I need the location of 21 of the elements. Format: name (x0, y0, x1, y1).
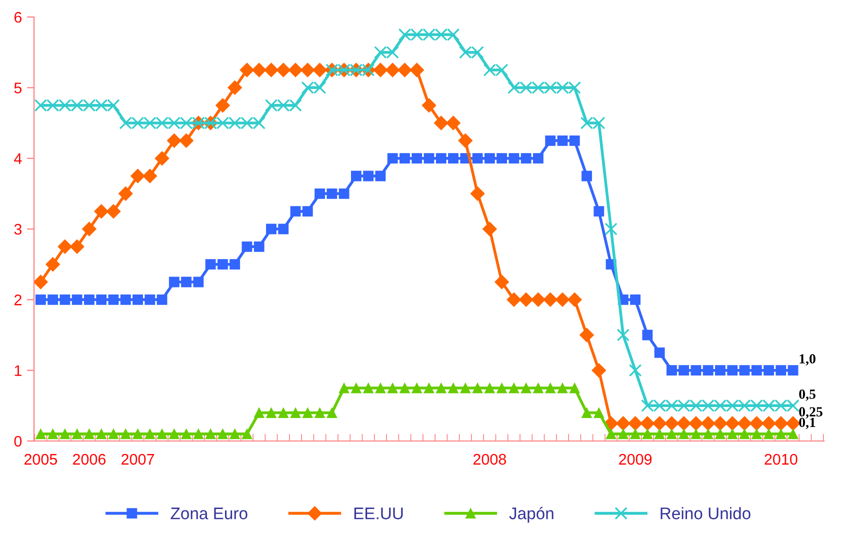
annotation: 0,5 (799, 389, 816, 401)
x-tick-label: 2006 (72, 454, 106, 465)
y-tick-label: 6 (14, 12, 22, 23)
y-tick-label: 1 (14, 365, 22, 376)
y-tick-label: 0 (14, 436, 22, 447)
y-tick-label: 5 (14, 82, 22, 94)
x-tick-label: 2008 (473, 454, 506, 465)
y-tick-label: 3 (14, 224, 22, 235)
annotation: 0,25 (799, 407, 822, 419)
legend-label: Zona Euro (170, 508, 248, 520)
legend-label: Japón (509, 506, 554, 523)
y-tick-label: 2 (14, 294, 22, 306)
legend-label: Reino Unido (660, 507, 750, 520)
x-tick-label: 2007 (122, 454, 154, 465)
annotation: 0,1 (799, 418, 816, 430)
annotation: 1,0 (800, 354, 816, 366)
legend-label: EE.UU (354, 508, 403, 520)
x-tick-label: 2009 (619, 454, 652, 465)
x-tick-label: 2005 (24, 454, 58, 465)
x-tick-label: 2010 (764, 454, 798, 465)
y-tick-label: 4 (14, 153, 22, 164)
